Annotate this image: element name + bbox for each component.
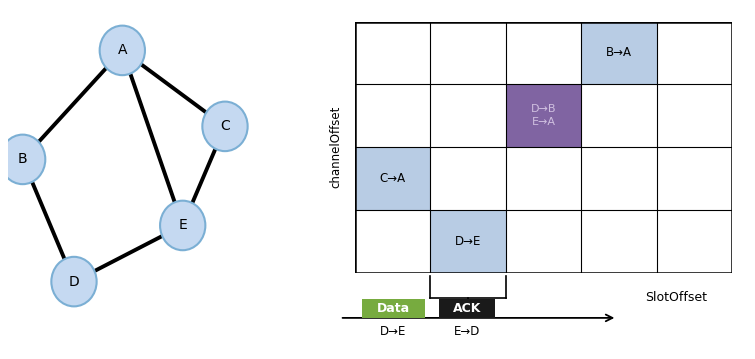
Bar (430, 210, 506, 273)
Circle shape (51, 257, 97, 306)
Text: D→E: D→E (455, 235, 481, 248)
Text: D→E: D→E (381, 325, 407, 338)
Text: SlotOffset: SlotOffset (645, 292, 707, 304)
Bar (355, 147, 430, 210)
Text: A: A (118, 43, 127, 57)
Text: ACK: ACK (453, 302, 482, 315)
Text: C: C (220, 120, 230, 133)
Bar (362, 299, 424, 318)
Text: D: D (69, 275, 79, 289)
Bar (439, 299, 495, 318)
Bar (581, 22, 657, 84)
Text: C→A: C→A (380, 172, 405, 185)
Text: E→D: E→D (454, 325, 480, 338)
Text: B: B (18, 153, 27, 166)
Text: E: E (178, 219, 187, 232)
Text: channelOffset: channelOffset (329, 106, 343, 188)
Circle shape (100, 25, 145, 75)
Circle shape (202, 102, 248, 151)
Text: D→B
E→A: D→B E→A (531, 104, 556, 127)
Text: B→A: B→A (606, 46, 632, 60)
Bar (506, 84, 581, 147)
Circle shape (0, 135, 45, 184)
Circle shape (160, 201, 205, 250)
Text: Data: Data (377, 302, 410, 315)
